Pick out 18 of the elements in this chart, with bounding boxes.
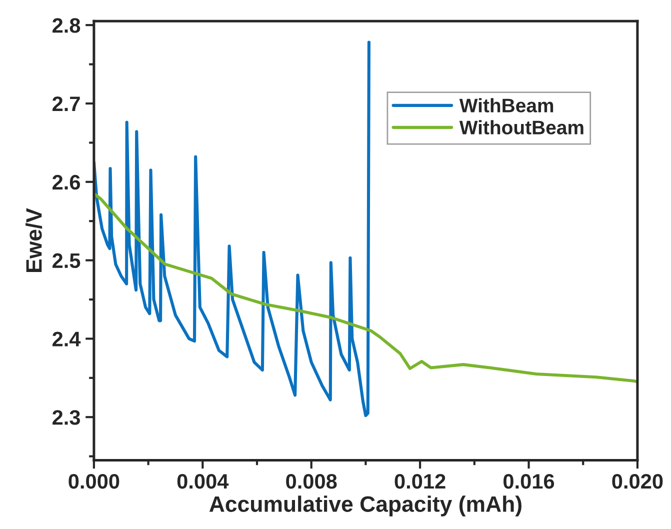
line-series <box>94 192 638 384</box>
line-series <box>94 40 370 418</box>
y-tick-label: 2.5 <box>52 253 80 268</box>
y-axis-title: Ewe/V <box>26 208 42 272</box>
y-tick-label: 2.4 <box>52 332 81 346</box>
x-tick-label: 0.012 <box>394 474 446 489</box>
legend-label: WithBeam <box>459 98 554 112</box>
x-tick-label: 0.004 <box>177 474 229 489</box>
y-tick-label: 2.6 <box>52 174 80 190</box>
x-tick-label: 0.016 <box>504 474 554 489</box>
x-axis-title: Accumulative Capacity (mAh) <box>209 496 522 516</box>
y-tick-label: 2.8 <box>52 18 80 33</box>
x-tick-label: 0.020 <box>612 474 663 489</box>
legend-label: WithoutBeam <box>459 120 584 134</box>
y-tick-label: 2.7 <box>52 96 80 112</box>
x-tick-label: 0.000 <box>68 474 120 489</box>
y-tick-label: 2.3 <box>52 410 80 425</box>
x-tick-label: 0.008 <box>286 474 337 489</box>
